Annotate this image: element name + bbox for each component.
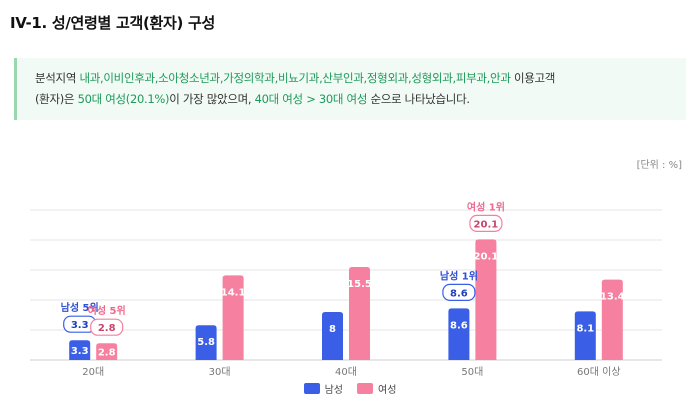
- x-tick-label: 50대: [461, 366, 483, 378]
- callout-label: 남성 5위: [61, 301, 99, 314]
- bar-male: [195, 325, 217, 360]
- legend-swatch-male: [303, 383, 320, 394]
- summary-box: 분석지역 내과,이비인후과,소아청소년과,가정의학과,비뇨기과,산부인과,정형외…: [14, 58, 686, 120]
- bar-value-label: 13.4: [600, 292, 625, 303]
- bar-female: [222, 275, 244, 360]
- callout-label: 여성 5위: [88, 304, 126, 317]
- summary-text-3: (환자)은: [35, 92, 78, 106]
- bar-male: [448, 308, 470, 360]
- legend-label-female: 여성: [378, 385, 397, 396]
- callout-pill: [469, 214, 503, 232]
- summary-top-group: 50대 여성(20.1%): [77, 92, 170, 106]
- x-tick-label: 20대: [82, 366, 104, 378]
- unit-label: [단위 : %]: [636, 160, 682, 171]
- summary-text-2: 이용고객: [510, 71, 556, 85]
- legend-swatch-female: [357, 383, 373, 394]
- bar-value-label: 20.1: [474, 251, 499, 262]
- summary-rank: 40대 여성 > 30대 여성: [254, 92, 368, 106]
- summary-text-1: 분석지역: [35, 71, 80, 85]
- bar-male: [322, 312, 343, 360]
- x-tick-label: 60대 이상: [577, 366, 621, 378]
- bar-female: [601, 279, 623, 360]
- bar-value-label: 8: [329, 324, 336, 335]
- summary-departments: 내과,이비인후과,소아청소년과,가정의학과,비뇨기과,산부인과,정형외과,성형외…: [79, 71, 511, 85]
- legend-label-male: 남성: [324, 385, 343, 396]
- bar-value-label: 8.6: [450, 320, 468, 331]
- bar-male: [69, 340, 91, 360]
- callout-pill: [90, 318, 124, 336]
- bar-value-label: 15.5: [347, 279, 372, 290]
- callout-value: 3.3: [71, 320, 89, 331]
- x-tick-label: 30대: [209, 366, 231, 378]
- legend-item-male[interactable]: 남성: [303, 381, 343, 396]
- bar-value-label: 8.1: [576, 323, 594, 334]
- bar-value-label: 2.8: [98, 348, 116, 359]
- callout-value: 8.6: [450, 288, 468, 299]
- callout-label: 남성 1위: [440, 269, 478, 282]
- bar-female: [475, 239, 497, 360]
- bar-female: [96, 343, 118, 360]
- callout-pill: [442, 283, 476, 301]
- legend-item-female[interactable]: 여성: [357, 381, 396, 396]
- callout-value: 2.8: [98, 323, 116, 334]
- x-tick-label: 40대: [335, 366, 357, 378]
- bar-male: [574, 311, 596, 360]
- summary-text-5: 순으로 나타났습니다.: [367, 92, 470, 106]
- callout-label: 여성 1위: [467, 200, 505, 213]
- callout-value: 20.1: [474, 219, 499, 230]
- summary-text-4: 이 가장 많았으며,: [169, 92, 255, 106]
- page-title: IV-1. 성/연령별 고객(환자) 구성: [10, 14, 216, 32]
- bar-value-label: 3.3: [71, 346, 89, 357]
- chart-legend: 남성 여성: [0, 381, 700, 396]
- bar-value-label: 5.8: [197, 337, 215, 348]
- bar-value-label: 14.1: [221, 287, 246, 298]
- bar-female: [349, 267, 370, 360]
